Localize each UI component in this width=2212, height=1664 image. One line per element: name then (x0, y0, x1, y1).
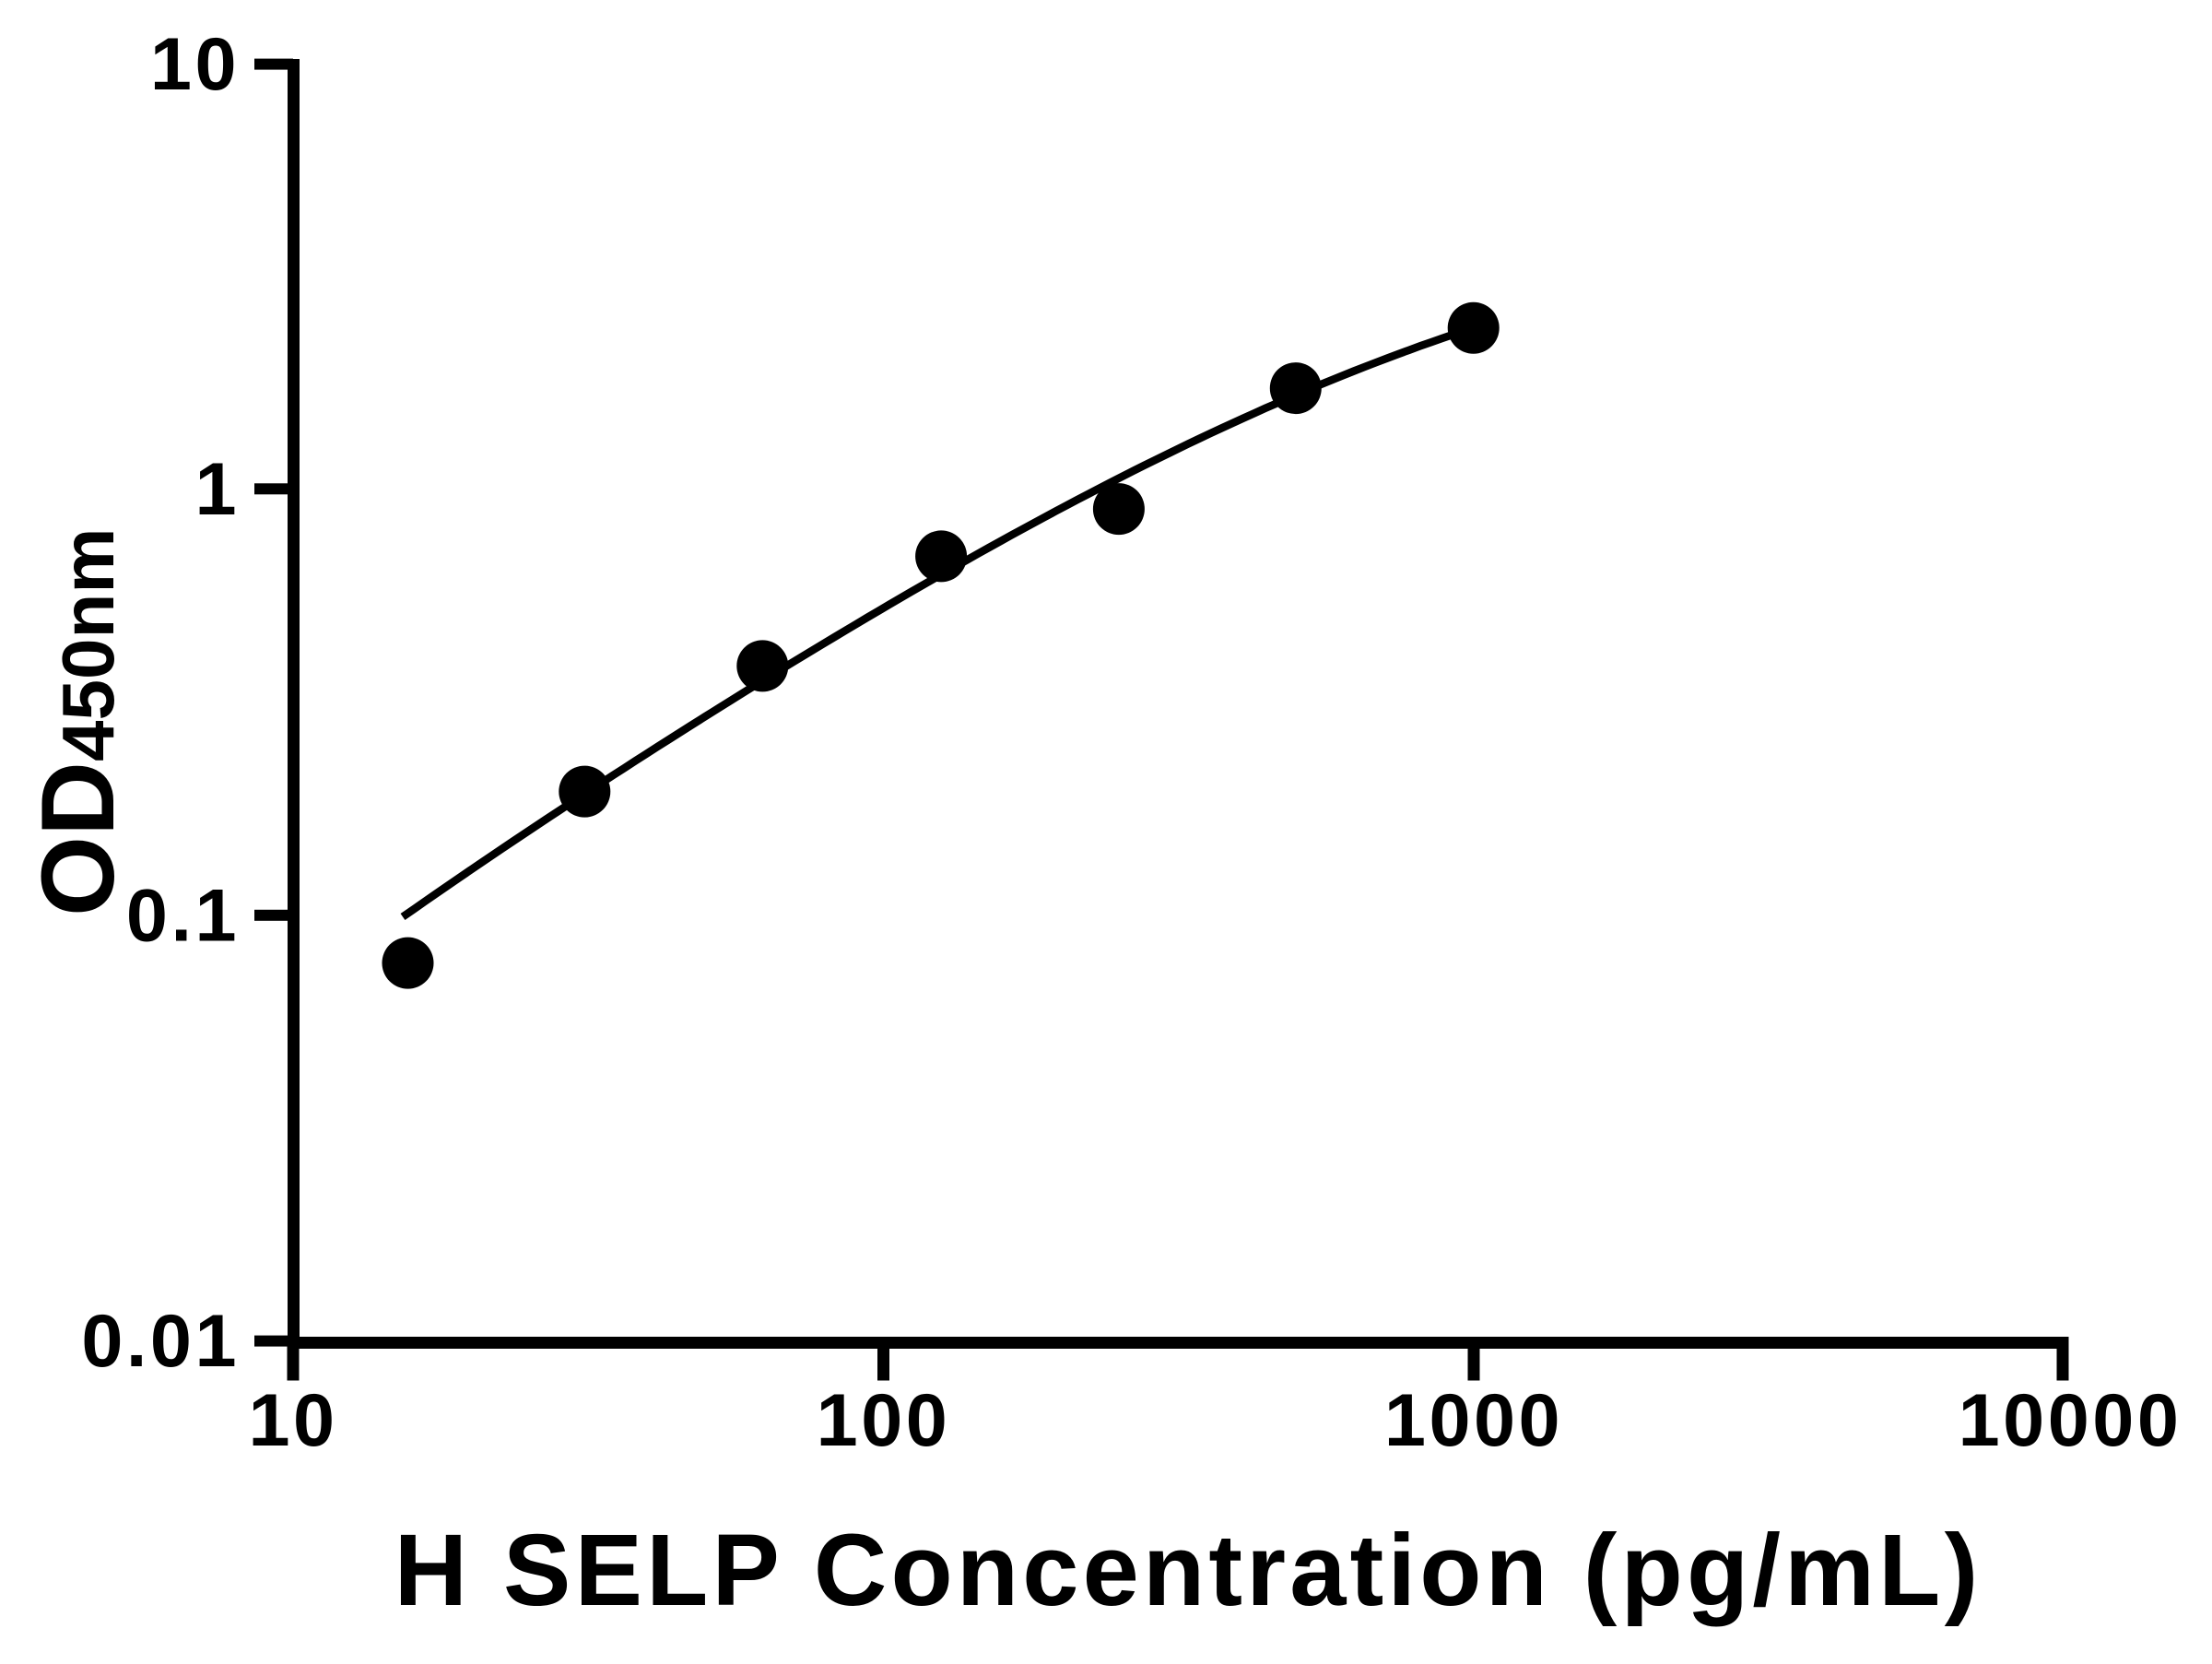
svg-text:10: 10 (150, 23, 240, 106)
svg-text:1: 1 (194, 448, 240, 531)
svg-text:10000: 10000 (1959, 1379, 2183, 1462)
svg-text:0.01: 0.01 (81, 1300, 240, 1383)
svg-text:1000: 1000 (1384, 1379, 1563, 1462)
svg-text:H SELP Concentration (pg/mL): H SELP Concentration (pg/mL) (394, 1514, 1983, 1627)
svg-text:100: 100 (817, 1379, 951, 1462)
svg-text:10: 10 (248, 1379, 337, 1462)
svg-text:0.1: 0.1 (126, 874, 240, 957)
